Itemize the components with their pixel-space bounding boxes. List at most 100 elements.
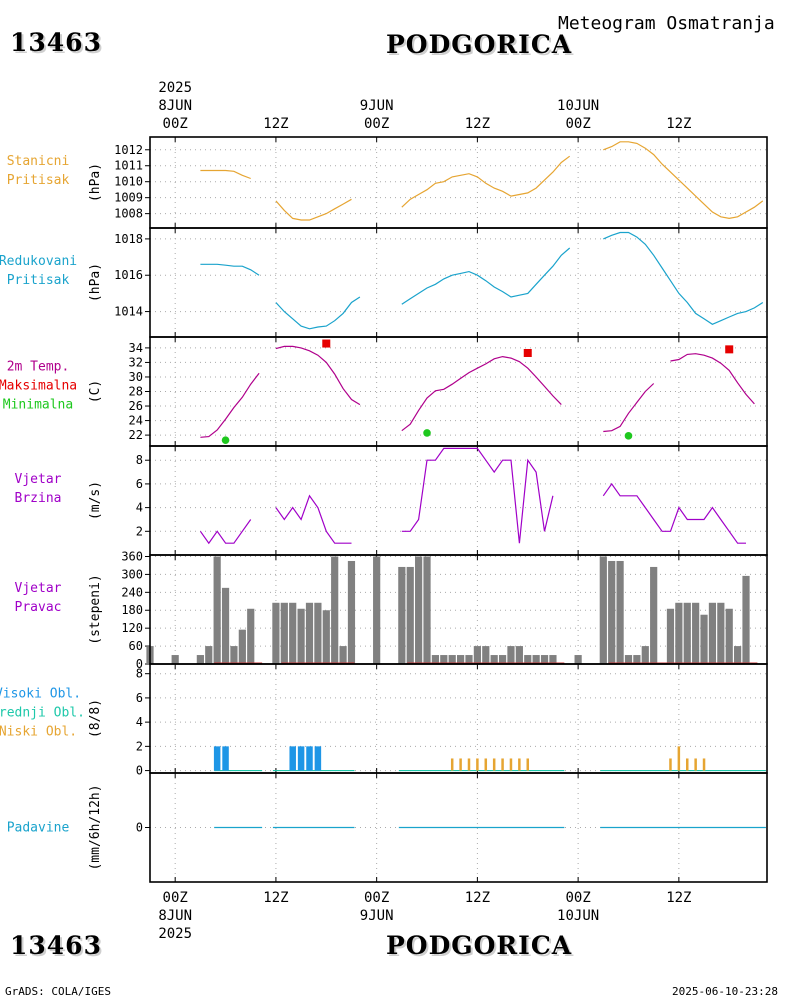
y-tick-label: 28 (129, 385, 143, 399)
wind-direction-bar (230, 646, 238, 664)
wind-direction-bar (650, 566, 658, 664)
wind-direction-bar (448, 655, 456, 664)
series-line-vjetar_brzina (401, 447, 554, 544)
wind-direction-bar (347, 560, 356, 664)
panel-label-temperatura: Maksimalna (0, 379, 77, 394)
panel-label-vjetar_brzina: Vjetar (15, 472, 62, 487)
wind-direction-bar (574, 655, 582, 664)
panel-frame (149, 663, 768, 774)
footer-station-name: PODGORICA (386, 931, 573, 960)
y-tick-label: 180 (121, 603, 143, 617)
x-tick-label-bottom: 12Z (263, 890, 288, 906)
y-axis-label-vjetar_pravac: (stepeni) (88, 574, 103, 644)
panel-label-stanicni: Stanicni (7, 154, 70, 169)
wind-direction-bar (725, 608, 733, 664)
y-tick-label: 240 (121, 585, 143, 599)
wind-direction-bar (507, 646, 515, 664)
cloud-bar (450, 758, 454, 771)
wind-direction-bar (540, 655, 549, 664)
tmin-marker (423, 429, 431, 437)
wind-direction-bar (465, 655, 473, 664)
tmin-marker (221, 436, 230, 444)
wind-direction-bar (431, 655, 440, 664)
date-label-bottom: 10JUN (557, 908, 599, 924)
wind-direction-bar (683, 602, 691, 664)
wind-direction-bar (734, 646, 742, 664)
wind-direction-bar (280, 602, 288, 664)
y-tick-label: 8 (136, 453, 143, 467)
y-tick-label: 2 (136, 739, 143, 753)
cloud-bar (492, 758, 496, 771)
date-label-bottom: 9JUN (360, 908, 394, 924)
wind-direction-bar (272, 602, 280, 664)
x-tick-label-top: 00Z (364, 116, 389, 132)
series-line-stanicni (275, 198, 352, 221)
wind-direction-bar (616, 560, 624, 664)
y-tick-label: 1011 (114, 159, 143, 173)
wind-direction-bar (742, 575, 750, 664)
wind-direction-bar (524, 655, 532, 664)
wind-direction-bar (473, 646, 481, 664)
panel-frame (149, 136, 768, 229)
panel-label-redukovani: Redukovani (0, 254, 77, 269)
y-tick-label: 1010 (114, 175, 143, 189)
y-tick-label: 300 (121, 567, 143, 581)
x-tick-label-bottom: 00Z (565, 890, 590, 906)
series-line-redukovani (200, 263, 260, 276)
grads-credit: GrADS: COLA/IGES (5, 985, 111, 998)
panel-frame (149, 772, 768, 883)
wind-direction-bar (398, 566, 406, 664)
cloud-bar (314, 746, 322, 771)
wind-direction-bar (221, 587, 230, 664)
wind-direction-bar (498, 655, 507, 664)
y-tick-label: 6 (136, 691, 143, 705)
cloud-bar (467, 758, 471, 771)
cloud-bar (518, 758, 521, 771)
wind-direction-bar (406, 566, 414, 664)
wind-direction-bar (515, 646, 523, 664)
tmax-marker (725, 345, 734, 354)
cloud-bar (509, 758, 513, 771)
wind-direction-bar (633, 655, 641, 664)
wind-direction-bar (305, 602, 314, 664)
panel-label-oblaci: Niski Obl. (0, 725, 77, 740)
panel-oblaci: 0 2 4 6 8 Visoki Obl. Srednji Obl. Niski Obl. (8… (0, 663, 768, 778)
x-tick-label-bottom: 00Z (163, 890, 188, 906)
series-line-vjetar_brzina (602, 482, 746, 544)
y-tick-label: 1009 (114, 191, 143, 205)
panel-label-stanicni: Pritisak (7, 173, 70, 188)
wind-direction-bar (415, 556, 423, 664)
series-line-redukovani (275, 296, 361, 330)
y-axis-label-oblaci: (8/8) (88, 699, 103, 738)
wind-direction-bar (608, 560, 616, 664)
panel-frame (149, 445, 768, 556)
wind-direction-bar (171, 655, 179, 664)
y-tick-label: 30 (129, 370, 143, 384)
wind-direction-bar (196, 655, 204, 664)
panel-label-vjetar_brzina: Brzina (15, 491, 62, 506)
wind-direction-bar (238, 629, 246, 664)
series-line-redukovani (401, 247, 571, 305)
y-tick-label: 1008 (114, 207, 143, 221)
y-tick-label: 1016 (114, 268, 143, 282)
cloud-bar (484, 758, 488, 771)
y-tick-label: 0 (136, 821, 143, 835)
series-line-vjetar_brzina (199, 519, 252, 545)
x-tick-label-top: 12Z (666, 116, 691, 132)
cloud-bar (702, 758, 706, 771)
y-tick-label: 26 (129, 399, 143, 413)
y-tick-label: 1014 (114, 305, 143, 319)
wind-direction-bar (423, 556, 431, 664)
y-axis-label-padavine: (mm/6h/12h) (88, 784, 103, 870)
series-line-temperatura (401, 355, 562, 432)
wind-direction-bar (532, 655, 540, 664)
cloud-bar (213, 746, 221, 771)
panel-frame (149, 227, 768, 338)
panel-label-oblaci: Visoki Obl. (0, 687, 81, 702)
wind-direction-bar (322, 610, 330, 664)
year-label-top: 2025 (158, 80, 192, 96)
y-tick-label: 32 (129, 355, 143, 369)
y-tick-label: 0 (136, 764, 143, 778)
